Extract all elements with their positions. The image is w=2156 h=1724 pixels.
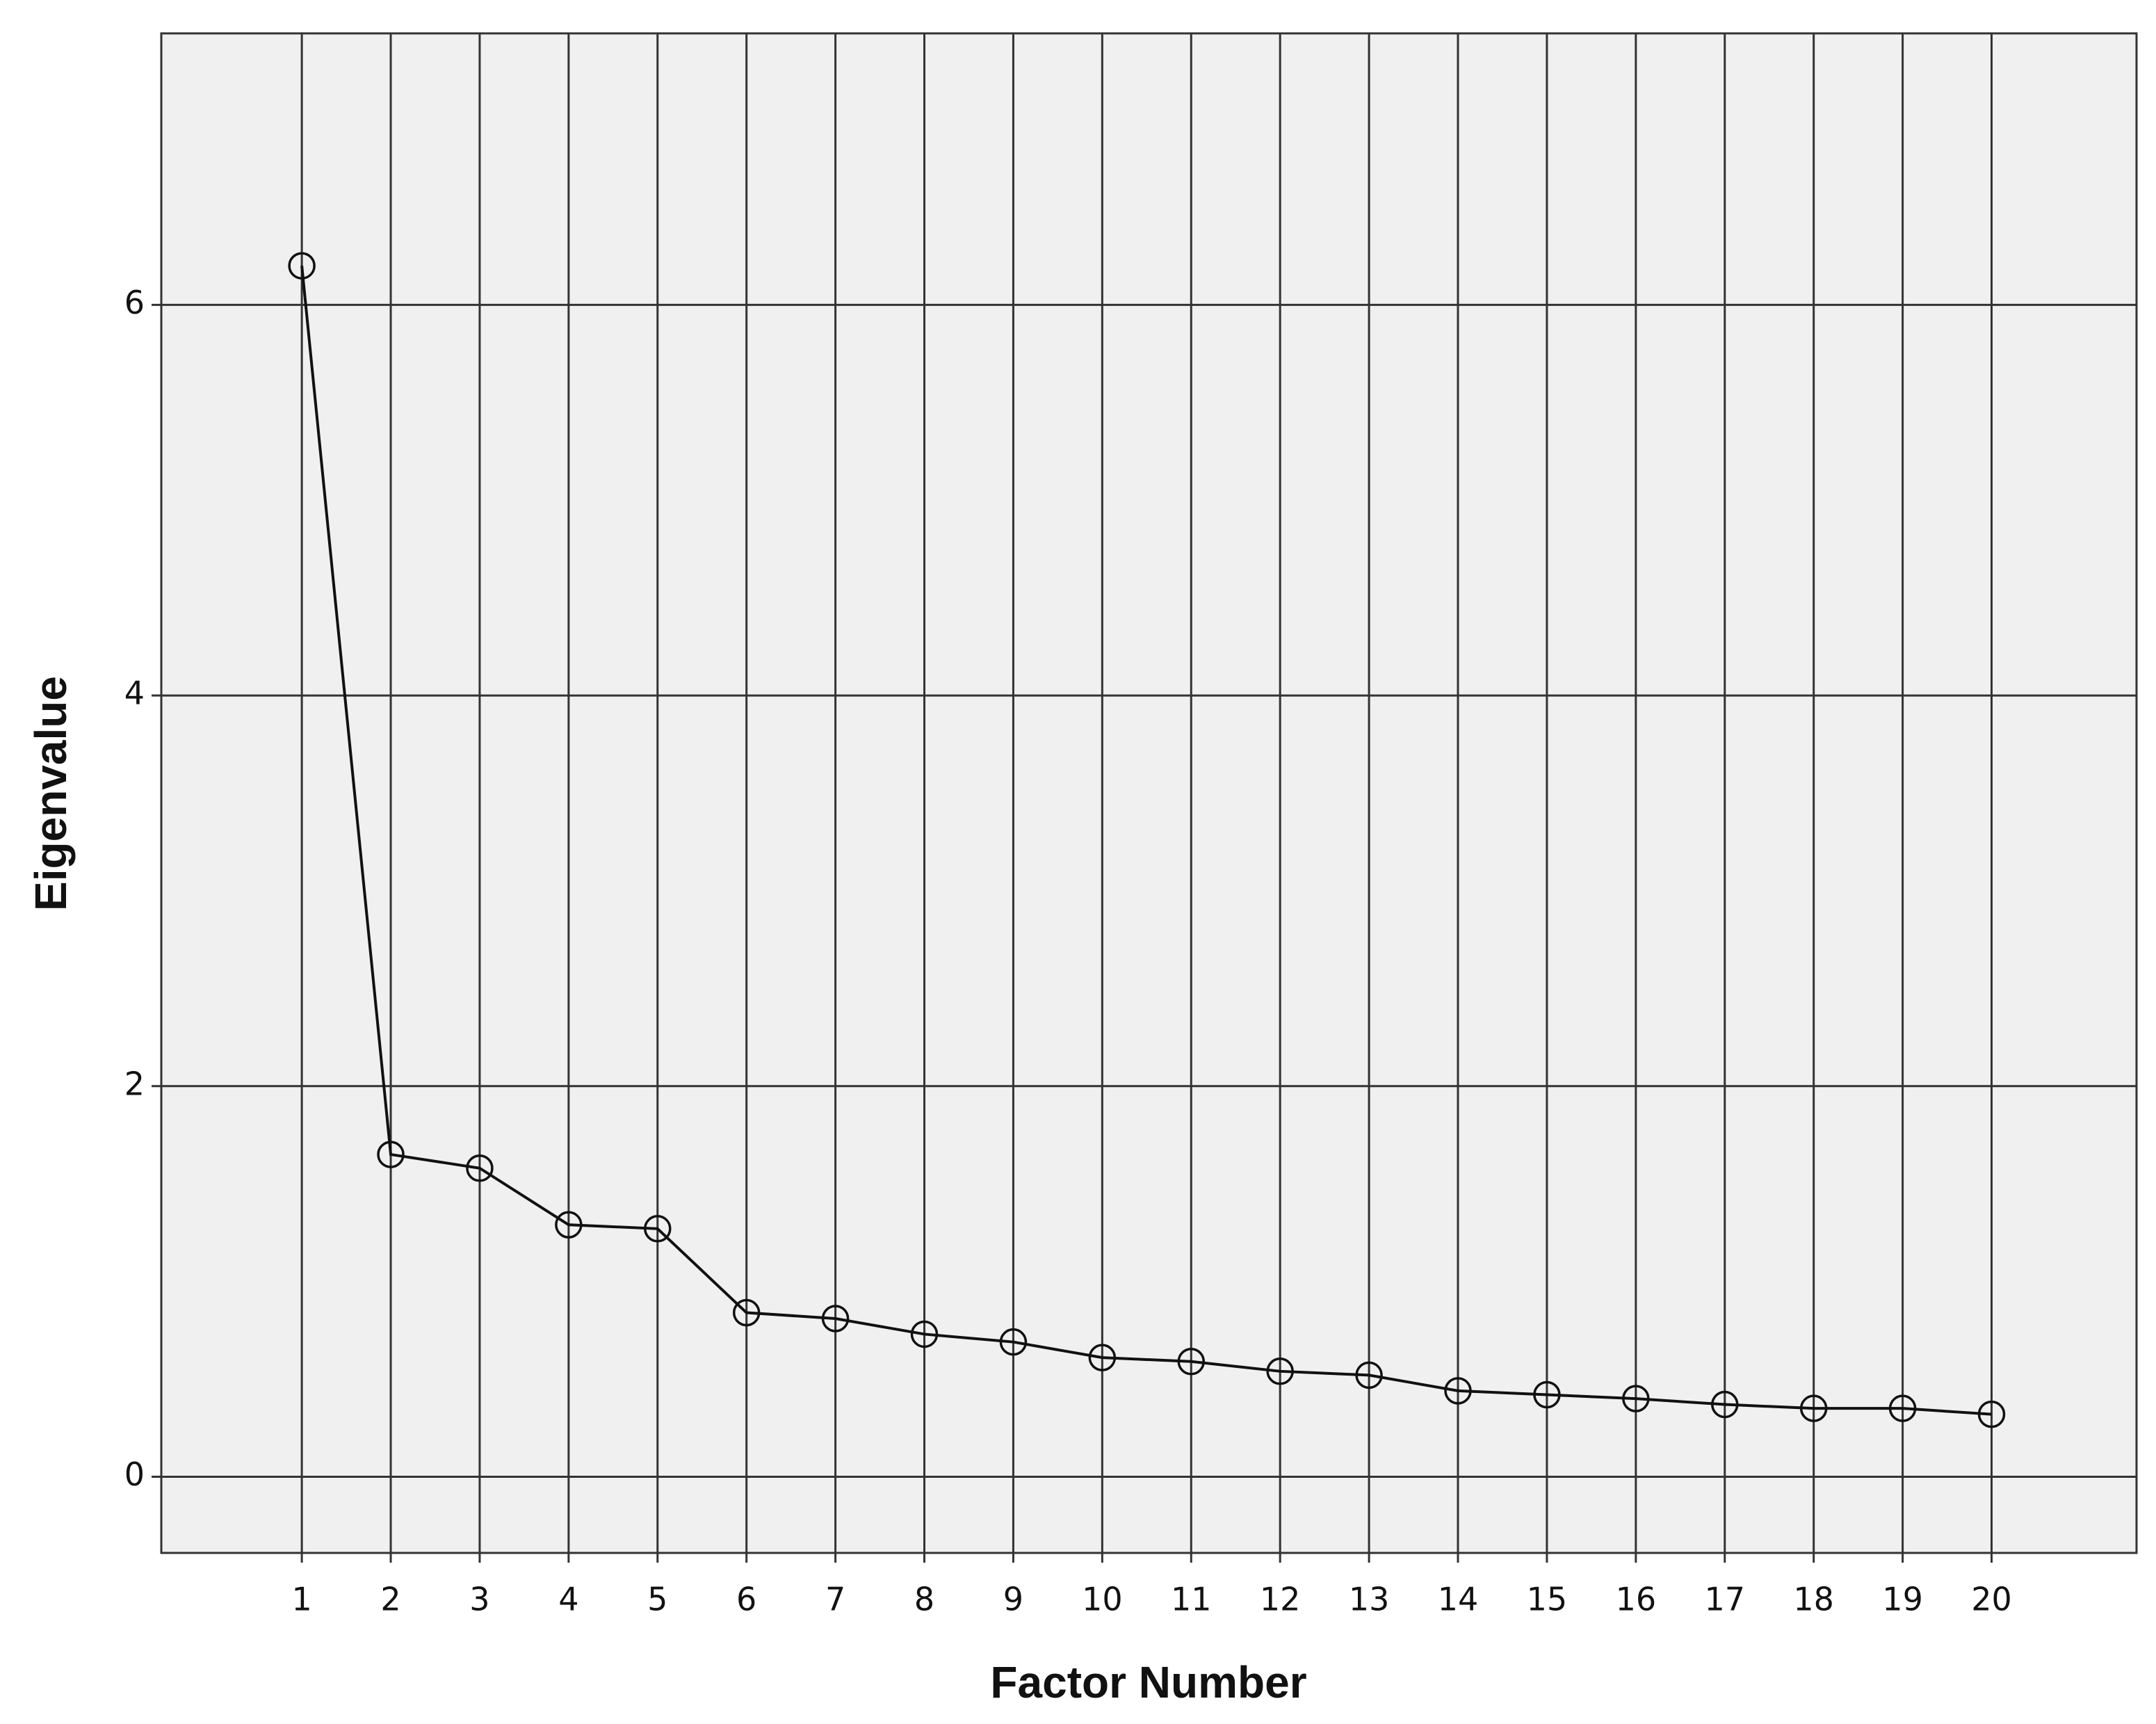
x-tick-label: 12: [1260, 1581, 1301, 1618]
x-axis-title: Factor Number: [990, 1657, 1306, 1707]
marker: [999, 1328, 1028, 1356]
marker: [1444, 1377, 1472, 1405]
x-tick-label: 2: [380, 1581, 400, 1618]
marker: [1355, 1361, 1383, 1389]
x-tick-label: 6: [736, 1581, 756, 1618]
y-tick-label: 4: [124, 675, 145, 712]
marker: [732, 1298, 761, 1327]
x-tick-label: 16: [1616, 1581, 1657, 1618]
x-tick-label: 3: [469, 1581, 489, 1618]
x-tick-label: 11: [1171, 1581, 1212, 1618]
marker: [377, 1141, 405, 1168]
y-tick-label: 0: [124, 1456, 145, 1493]
marker: [466, 1154, 494, 1182]
y-tick-label: 2: [124, 1065, 145, 1102]
x-tick-label: 9: [1003, 1581, 1023, 1618]
x-tick-label: 20: [1971, 1581, 2012, 1618]
marker: [910, 1320, 939, 1348]
marker: [1177, 1348, 1206, 1376]
x-tick-label: 13: [1349, 1581, 1390, 1618]
marker: [1266, 1358, 1294, 1385]
x-tick-label: 14: [1438, 1581, 1479, 1618]
marker: [1888, 1394, 1917, 1422]
x-tick-label: 18: [1793, 1581, 1834, 1618]
x-tick-label: 8: [914, 1581, 934, 1618]
marker: [1977, 1400, 2006, 1428]
marker: [1799, 1394, 1828, 1422]
marker: [1088, 1344, 1117, 1371]
x-tick-label: 19: [1882, 1581, 1923, 1618]
marker: [1711, 1390, 1739, 1419]
plot-area: [160, 32, 2138, 1554]
x-tick-label: 1: [291, 1581, 311, 1618]
y-tick-label: 6: [124, 284, 145, 321]
marker: [555, 1211, 583, 1239]
x-tick-label: 7: [825, 1581, 845, 1618]
marker: [288, 252, 316, 280]
x-tick-label: 4: [558, 1581, 578, 1618]
x-tick-label: 5: [647, 1581, 667, 1618]
x-tick-label: 10: [1082, 1581, 1123, 1618]
x-tick-label: 17: [1704, 1581, 1745, 1618]
marker: [821, 1305, 850, 1332]
line: [300, 266, 1992, 1416]
marker: [1622, 1385, 1650, 1412]
marker: [1533, 1380, 1561, 1409]
x-tick-label: 15: [1527, 1581, 1568, 1618]
y-axis-title: Eigenvalue: [26, 676, 76, 911]
marker: [644, 1215, 672, 1243]
